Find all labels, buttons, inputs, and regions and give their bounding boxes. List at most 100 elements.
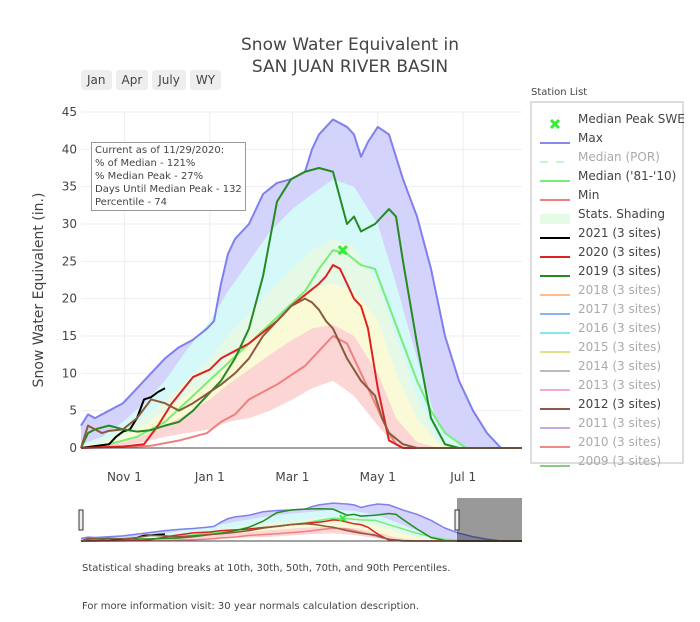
x-tick-label: Jul 1 <box>449 470 476 484</box>
legend-dash-line-icon <box>540 152 570 163</box>
rangeslider-line <box>80 507 522 542</box>
legend-line-icon <box>540 171 570 182</box>
legend-label: 2021 (3 sites) <box>578 225 662 240</box>
y-tick-label: 15 <box>62 329 77 343</box>
legend-item-min[interactable]: Min <box>532 185 682 204</box>
legend-item-median-81-10[interactable]: Median ('81-'10) <box>532 166 682 185</box>
legend-line-icon <box>540 418 570 429</box>
rangeslider-peak-marker <box>339 514 347 522</box>
y-tick-label: 25 <box>62 254 77 268</box>
legend-label: 2020 (3 sites) <box>578 244 662 259</box>
rangeslider-peak-x <box>339 514 347 522</box>
legend-line-icon <box>540 190 570 201</box>
legend-title: Station List <box>531 87 588 98</box>
info-percentile: Percentile - 74 <box>95 197 168 208</box>
legend-item-2016-3-sites[interactable]: 2016 (3 sites) <box>532 318 682 337</box>
legend-item-2020-3-sites[interactable]: 2020 (3 sites) <box>532 242 682 261</box>
legend-item-2009-3-sites[interactable]: 2009 (3 sites) <box>532 451 682 470</box>
legend-label: 2017 (3 sites) <box>578 301 662 316</box>
legend-item-max[interactable]: Max <box>532 128 682 147</box>
range-selector: Jan Apr July WY <box>81 70 222 90</box>
legend-line-icon <box>540 323 570 334</box>
legend-label: Min <box>578 187 600 202</box>
rangeslider-handle-left[interactable] <box>78 509 84 531</box>
legend: Median Peak SWE Max Median (POR) Median ('8… <box>530 101 685 468</box>
y-tick-label: 5 <box>69 404 77 418</box>
info-days-until-peak: Days Until Median Peak - 132 <box>95 184 242 195</box>
legend-label: Median ('81-'10) <box>578 168 677 183</box>
series-line-2020-3-sites <box>80 264 522 449</box>
median-peak-marker-x <box>337 245 348 256</box>
legend-line-icon <box>540 456 570 467</box>
info-footnote[interactable]: For more information visit: 30 year norm… <box>82 601 420 612</box>
legend-item-2018-3-sites[interactable]: 2018 (3 sites) <box>532 280 682 299</box>
legend-item-2017-3-sites[interactable]: 2017 (3 sites) <box>532 299 682 318</box>
legend-label: 2009 (3 sites) <box>578 453 662 468</box>
x-tick-label: Mar 1 <box>275 470 309 484</box>
info-current-as-of: Current as of 11/29/2020: <box>95 145 225 156</box>
y-tick-label: 20 <box>62 292 77 306</box>
rangeslider-line <box>80 523 522 542</box>
legend-item-median-por[interactable]: Median (POR) <box>532 147 682 166</box>
y-tick-label: 30 <box>62 217 77 231</box>
legend-item-2013-3-sites[interactable]: 2013 (3 sites) <box>532 375 682 394</box>
legend-line-icon <box>540 361 570 372</box>
range-button-july[interactable]: July <box>152 70 186 90</box>
rangeslider-unselected-mask <box>457 498 522 542</box>
info-percent-median-peak: % Median Peak - 27% <box>95 171 204 182</box>
legend-label: 2013 (3 sites) <box>578 377 662 392</box>
legend-label: 2018 (3 sites) <box>578 282 662 297</box>
legend-line-icon <box>540 342 570 353</box>
legend-item-2012-3-sites[interactable]: 2012 (3 sites) <box>532 394 682 413</box>
legend-label: 2019 (3 sites) <box>578 263 662 278</box>
shading-10-min <box>81 380 522 448</box>
legend-line-icon <box>540 266 570 277</box>
legend-marker-x-icon <box>540 114 570 129</box>
chart-title: Snow Water Equivalent in SAN JUAN RIVER … <box>0 34 700 78</box>
y-axis-label: Snow Water Equivalent (in.) <box>31 193 47 388</box>
y-tick-label: 10 <box>62 366 77 380</box>
legend-item-2021-3-sites[interactable]: 2021 (3 sites) <box>532 223 682 242</box>
y-tick-label: 35 <box>62 180 77 194</box>
series-line-2019-3-sites <box>80 167 522 449</box>
median-peak-swe-marker <box>337 245 348 256</box>
legend-line-icon <box>540 304 570 315</box>
legend-label: Median (POR) <box>578 149 660 164</box>
legend-label: Max <box>578 130 603 145</box>
legend-line-icon <box>540 285 570 296</box>
legend-label: 2011 (3 sites) <box>578 415 662 430</box>
range-button-jan[interactable]: Jan <box>81 70 112 90</box>
shading-footnote: Statistical shading breaks at 10th, 30th… <box>82 563 451 574</box>
info-percent-of-median: % of Median - 121% <box>95 158 196 169</box>
legend-item-2011-3-sites[interactable]: 2011 (3 sites) <box>532 413 682 432</box>
legend-line-icon <box>540 399 570 410</box>
legend-fill-swatch-icon <box>540 209 570 224</box>
legend-item-2019-3-sites[interactable]: 2019 (3 sites) <box>532 261 682 280</box>
legend-item-stats-shading[interactable]: Stats. Shading <box>532 204 682 224</box>
legend-line-icon <box>540 133 570 144</box>
range-button-apr[interactable]: Apr <box>115 70 149 90</box>
legend-label: 2015 (3 sites) <box>578 339 662 354</box>
legend-item-2014-3-sites[interactable]: 2014 (3 sites) <box>532 356 682 375</box>
legend-label: Stats. Shading <box>578 206 666 221</box>
chart-title-line2: SAN JUAN RIVER BASIN <box>251 57 449 77</box>
rangeslider-handle-right[interactable] <box>454 509 460 531</box>
legend-label: 2014 (3 sites) <box>578 358 662 373</box>
series-line-2012-3-sites <box>80 297 522 449</box>
legend-label: Median Peak SWE <box>578 111 685 126</box>
legend-item-2010-3-sites[interactable]: 2010 (3 sites) <box>532 432 682 451</box>
x-tick-label: Nov 1 <box>107 470 142 484</box>
current-status-annotation: Current as of 11/29/2020: % of Median - … <box>91 142 246 211</box>
legend-line-icon <box>540 228 570 239</box>
rangeslider-shading-10 <box>81 533 522 541</box>
chart-title-line1: Snow Water Equivalent in <box>241 35 459 55</box>
y-tick-label: 40 <box>62 142 77 156</box>
legend-label: 2016 (3 sites) <box>578 320 662 335</box>
series-line-2021-3-sites <box>80 387 166 449</box>
legend-item-median-peak-swe[interactable]: Median Peak SWE <box>532 109 685 129</box>
range-button-wy[interactable]: WY <box>189 70 222 90</box>
legend-item-2015-3-sites[interactable]: 2015 (3 sites) <box>532 337 682 356</box>
y-tick-label: 45 <box>62 105 77 119</box>
legend-label: 2012 (3 sites) <box>578 396 662 411</box>
